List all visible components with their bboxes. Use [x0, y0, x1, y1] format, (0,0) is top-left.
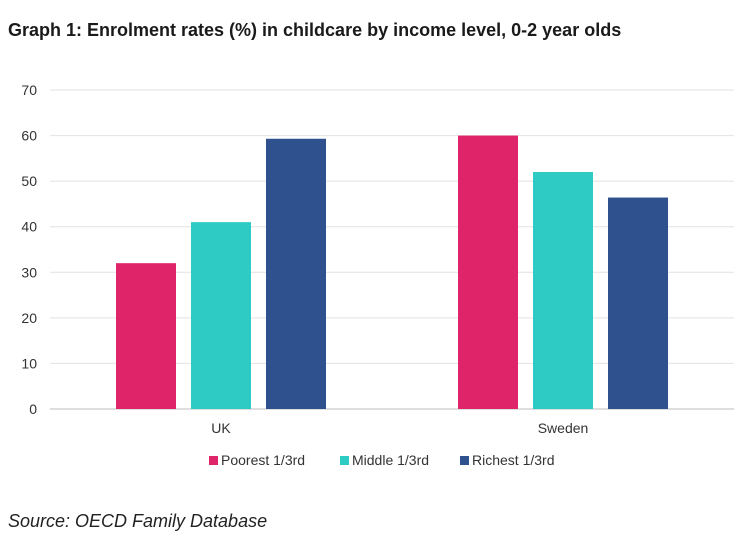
- y-axis-tick-labels: 0 10 20 30 40 50 60 70: [21, 82, 37, 417]
- bar-sweden-poorest: [458, 135, 518, 410]
- chart-title: Graph 1: Enrolment rates (%) in childcar…: [8, 20, 622, 40]
- x-category-label: Sweden: [538, 420, 589, 436]
- bar-uk-poorest: [116, 263, 176, 409]
- y-tick-label: 40: [21, 219, 37, 235]
- legend-label: Middle 1/3rd: [352, 452, 429, 468]
- legend-swatch: [209, 456, 218, 465]
- legend-label: Richest 1/3rd: [472, 452, 554, 468]
- legend-swatch: [340, 456, 349, 465]
- legend: Poorest 1/3rd Middle 1/3rd Richest 1/3rd: [209, 452, 554, 468]
- bar-uk-middle: [191, 222, 251, 409]
- y-tick-label: 70: [21, 82, 37, 98]
- bar-sweden-richest: [608, 197, 668, 409]
- x-axis-category-labels: UK Sweden: [211, 420, 588, 436]
- bar-sweden-middle: [533, 172, 593, 409]
- x-category-label: UK: [211, 420, 231, 436]
- y-tick-label: 0: [29, 401, 37, 417]
- y-tick-label: 50: [21, 173, 37, 189]
- y-tick-label: 30: [21, 264, 37, 280]
- legend-label: Poorest 1/3rd: [221, 452, 305, 468]
- bar-uk-richest: [266, 138, 326, 410]
- y-tick-label: 20: [21, 310, 37, 326]
- source-note: Source: OECD Family Database: [8, 511, 268, 531]
- y-tick-label: 10: [21, 355, 37, 371]
- bars: [116, 135, 668, 410]
- legend-swatch: [460, 456, 469, 465]
- y-tick-label: 60: [21, 128, 37, 144]
